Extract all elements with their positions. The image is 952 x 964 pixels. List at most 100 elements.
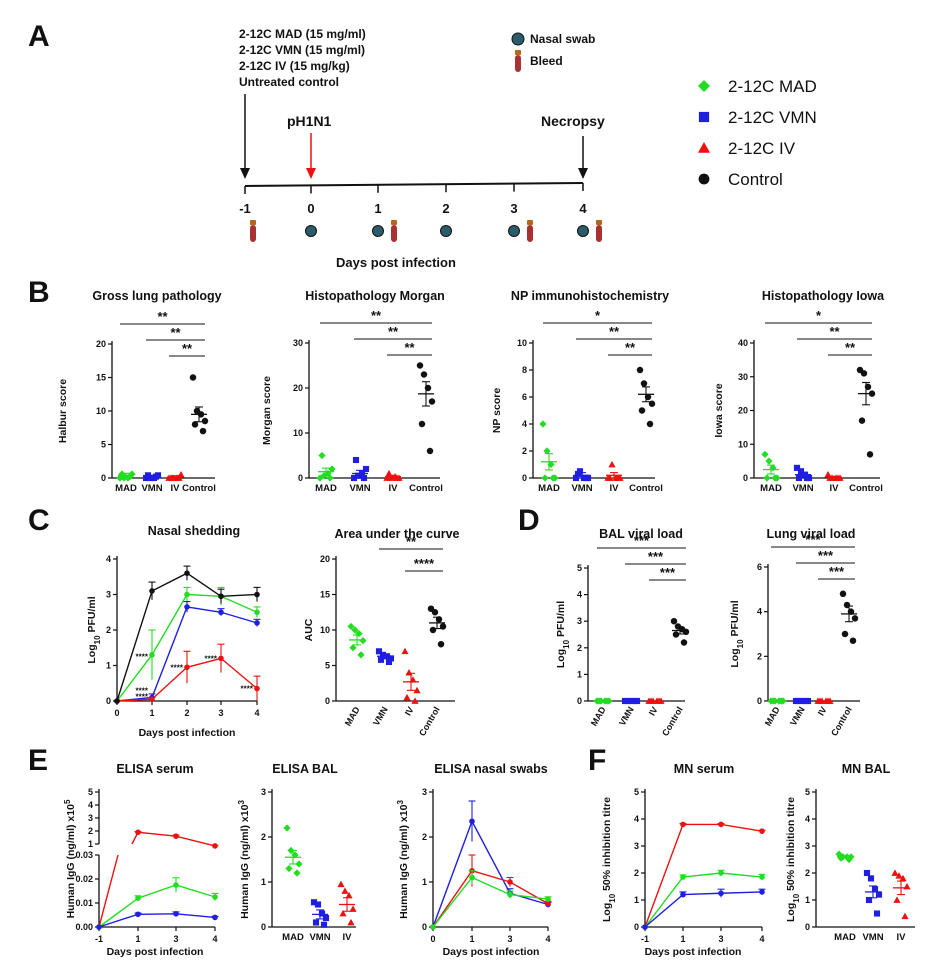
- timeline-axis: [244, 182, 584, 187]
- y-tick-label: 0: [634, 922, 639, 932]
- data-point-control: [420, 371, 428, 378]
- data-point-control: [849, 637, 857, 644]
- series-line-iv: [131, 831, 216, 847]
- data-point-mad: [759, 874, 765, 880]
- category-label: IV: [897, 932, 907, 943]
- category-label: VMN: [617, 705, 636, 727]
- timeline-day-label: 3: [510, 201, 517, 216]
- data-point-mad: [545, 896, 551, 902]
- treatment-arrowhead: [240, 168, 250, 179]
- data-point-vmn: [574, 470, 582, 478]
- y-tick-label: 3: [422, 787, 427, 797]
- x-tick-label: 0: [114, 708, 119, 718]
- y-axis-label: Morgan score: [261, 376, 273, 445]
- data-point-control: [431, 609, 439, 616]
- x-tick-label: -1: [95, 934, 103, 944]
- data-point-iv: [254, 685, 260, 692]
- chart-title: Area under the curve: [334, 527, 459, 541]
- y-tick-label: 3: [106, 590, 111, 600]
- y-tick-label: 20: [320, 554, 330, 564]
- category-label: MAD: [343, 705, 362, 728]
- y-tick-label: 0: [325, 696, 330, 706]
- panel-label-d: D: [518, 504, 540, 537]
- x-tick-label: 3: [173, 934, 178, 944]
- significance-label: **: [371, 308, 382, 323]
- data-point-iv: [895, 872, 903, 879]
- nasal-swab-icon: [511, 32, 525, 46]
- data-point-mad: [680, 874, 686, 880]
- chart-title: ELISA nasal swabs: [434, 762, 548, 776]
- data-point-control: [638, 407, 646, 414]
- chart-title: Nasal shedding: [148, 524, 240, 538]
- data-point-vmn: [865, 896, 873, 904]
- data-point-vmn: [360, 474, 368, 482]
- y-tick-label: 2: [634, 868, 639, 878]
- y-tick-label: 0.00: [75, 922, 93, 932]
- data-point-iv: [339, 909, 347, 917]
- y-tick-label: 1: [577, 669, 582, 679]
- data-point-iv: [184, 664, 190, 671]
- legend-label-control: Control: [728, 170, 783, 189]
- data-point-vmn: [320, 921, 328, 928]
- chart-title: Histopathology Morgan: [305, 289, 445, 303]
- x-tick-label: 3: [718, 934, 723, 944]
- chart-np: NP immunohistochemistry 0 2 4 6 8 10 NP score MA…: [491, 289, 669, 494]
- data-point-mad: [430, 924, 436, 930]
- significance-label: ****: [171, 663, 184, 672]
- series-line-iv: [644, 823, 763, 928]
- y-tick-label: 4: [757, 607, 762, 617]
- y-tick-label: 5: [325, 661, 330, 671]
- data-point-control: [254, 591, 260, 598]
- data-point-control: [439, 623, 447, 630]
- data-point-mad: [469, 874, 475, 881]
- y-tick-label: 0: [261, 922, 266, 932]
- y-tick-label: 30: [293, 338, 303, 348]
- y-tick-label: 0: [101, 473, 106, 483]
- category-label: Control: [417, 705, 442, 738]
- category-label: Control: [629, 483, 663, 494]
- y-tick-label: 3: [805, 841, 810, 851]
- y-tick-label: 10: [320, 625, 330, 635]
- y-tick-label: 2: [757, 651, 762, 661]
- significance-label: ****: [136, 686, 149, 695]
- significance-label: ****: [205, 654, 218, 663]
- data-point-vmn: [375, 648, 383, 655]
- data-point-control: [851, 615, 859, 622]
- y-tick-label: 2: [577, 643, 582, 653]
- data-point-iv: [341, 887, 349, 894]
- data-point-control: [437, 640, 445, 648]
- legend-swab-label: Nasal swab: [530, 32, 595, 46]
- category-label: MAD: [760, 483, 782, 494]
- category-label: IV: [171, 483, 181, 494]
- data-point-iv: [680, 821, 686, 828]
- category-label: VMN: [309, 932, 330, 943]
- data-point-mad: [549, 474, 557, 482]
- bleed-marker: [391, 225, 397, 242]
- x-tick-label: -1: [641, 934, 649, 944]
- data-point-vmn: [385, 658, 393, 666]
- panel-label-b: B: [28, 276, 50, 309]
- y-tick-label: 0.02: [75, 874, 93, 884]
- data-point-control: [114, 698, 120, 704]
- data-point-vmn: [873, 910, 881, 917]
- y-tick-label: 2: [522, 446, 527, 456]
- data-point-control: [841, 630, 849, 638]
- y-tick-label: 2: [422, 832, 427, 842]
- chart-gross: Gross lung pathology 0 5 10 15 20 Halbur score…: [57, 289, 222, 494]
- data-point-mad: [349, 644, 357, 652]
- data-point-vmn: [218, 609, 224, 616]
- x-tick-label: 4: [545, 934, 550, 944]
- data-point-iv: [218, 655, 224, 662]
- y-tick-label: 5: [88, 787, 93, 797]
- treatment-mad: 2-12C MAD (15 mg/ml): [239, 27, 366, 41]
- series-line-vmn: [98, 913, 216, 928]
- y-axis-label: Log10 50% inhibition titre: [601, 797, 617, 922]
- category-label: IV: [830, 483, 840, 494]
- series-line-mad: [644, 872, 763, 928]
- y-tick-label: 4: [106, 554, 111, 564]
- y-tick-label: 10: [738, 439, 748, 449]
- data-point-mad: [351, 626, 359, 634]
- data-point-iv: [173, 833, 179, 839]
- timeline-day-label: -1: [239, 201, 251, 216]
- data-point-vmn: [793, 464, 801, 471]
